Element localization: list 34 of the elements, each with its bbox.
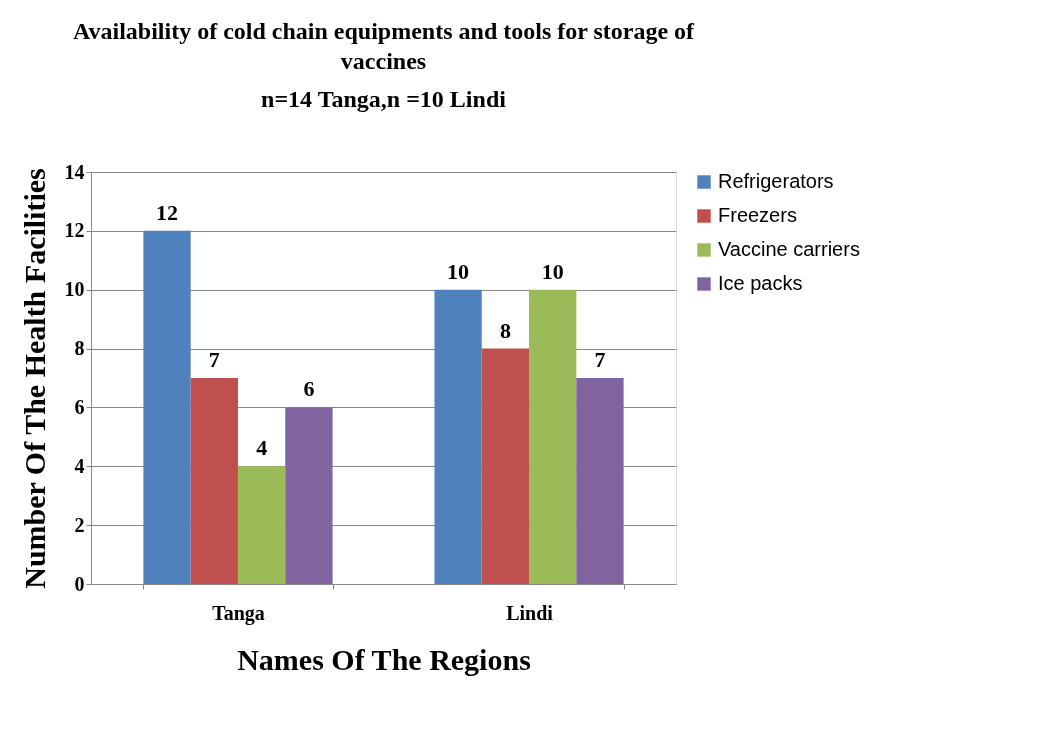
data-label: 7 (208, 347, 220, 372)
data-label: 4 (256, 435, 268, 461)
bar (481, 348, 530, 584)
x-tick-label: Lindi (506, 601, 554, 624)
bar (285, 407, 333, 584)
y-tick-label: 8 (74, 337, 85, 360)
y-tick-label: 0 (74, 572, 85, 595)
chart-title: Availability of cold chain equipments and tools for storage of vaccines (72, 18, 696, 74)
chart-subtitle: n=14 Tanga,n =10 Lindi (261, 86, 507, 112)
y-axis-title: Number Of The Health Facilities (17, 168, 51, 589)
y-tick-label: 4 (74, 454, 85, 477)
y-tick-label: 6 (74, 395, 85, 418)
bar (237, 466, 286, 584)
bar (576, 378, 624, 584)
x-axis-title: Names Of The Regions (237, 642, 531, 676)
data-label: 10 (447, 258, 470, 284)
legend-label: Refrigerators (718, 170, 834, 192)
data-label: 8 (499, 317, 511, 343)
bar (434, 289, 482, 584)
y-tick-label: 10 (64, 278, 85, 301)
x-tick-label: Tanga (212, 601, 265, 625)
bar (190, 378, 238, 584)
bar (143, 230, 191, 584)
legend-label: Vaccine carriers (718, 238, 860, 260)
data-label: 12 (156, 199, 179, 225)
y-tick-label: 2 (74, 513, 85, 536)
data-label: 7 (594, 347, 606, 372)
bar (529, 289, 577, 584)
y-tick-label: 14 (64, 160, 85, 183)
data-label: 10 (541, 258, 564, 284)
data-label: 6 (303, 376, 315, 402)
y-tick-label: 12 (64, 219, 85, 242)
legend-label: Freezers (718, 204, 797, 226)
legend-label: Ice packs (718, 272, 803, 294)
